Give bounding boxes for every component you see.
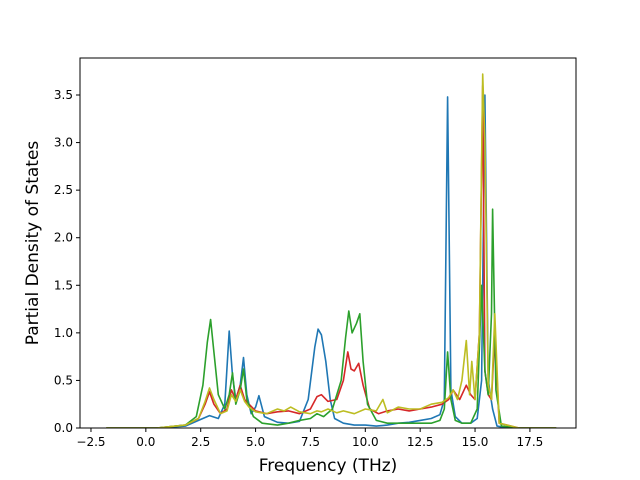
y-tick-label: 0.0 xyxy=(54,421,73,435)
y-tick-label: 2.5 xyxy=(54,183,73,197)
x-axis-label: Frequency (THz) xyxy=(259,456,398,476)
series-line-4 xyxy=(106,73,557,428)
x-tick-label: 12.5 xyxy=(407,435,434,449)
y-ticks: 0.0 0.5 1.0 1.5 2.0 2.5 3.0 3.5 xyxy=(54,88,80,435)
x-ticks: −2.5 0.0 2.5 5.0 7.5 10.0 12.5 15.0 17.5 xyxy=(76,428,543,449)
x-tick-label: 2.5 xyxy=(191,435,210,449)
x-tick-label: 7.5 xyxy=(301,435,320,449)
x-tick-label: −2.5 xyxy=(76,435,105,449)
plot-background xyxy=(80,58,576,428)
y-tick-label: 3.5 xyxy=(54,88,73,102)
plot-frame xyxy=(79,57,577,429)
x-tick-label: 5.0 xyxy=(246,435,265,449)
x-tick-label: 0.0 xyxy=(136,435,155,449)
y-tick-label: 0.5 xyxy=(54,373,73,387)
series-line-3 xyxy=(106,208,557,428)
y-tick-label: 1.5 xyxy=(54,278,73,292)
y-tick-label: 3.0 xyxy=(54,136,73,150)
y-axis-label: Partial Density of States xyxy=(23,141,43,346)
x-tick-label: 15.0 xyxy=(462,435,489,449)
y-tick-label: 1.0 xyxy=(54,326,73,340)
y-tick-label: 2.0 xyxy=(54,231,73,245)
x-tick-label: 17.5 xyxy=(517,435,544,449)
series-layer xyxy=(106,73,557,428)
x-tick-label: 10.0 xyxy=(352,435,379,449)
